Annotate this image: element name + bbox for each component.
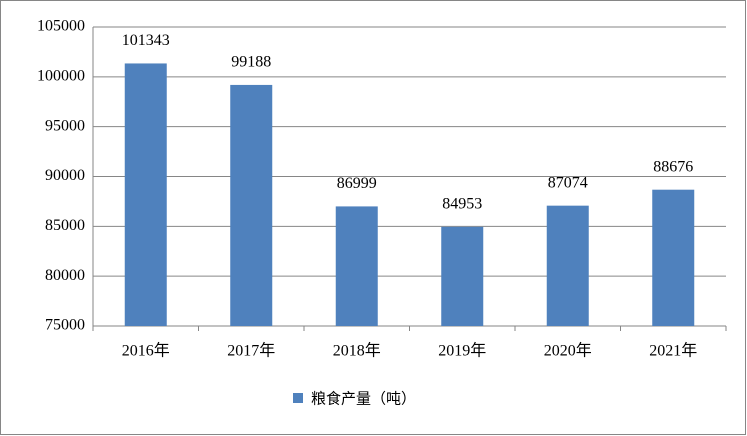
bar: [652, 189, 695, 326]
data-label: 84953: [442, 195, 482, 212]
bar: [441, 226, 484, 326]
y-tick-label: 80000: [45, 267, 85, 284]
data-label: 101343: [122, 32, 170, 49]
bar: [230, 84, 273, 326]
x-tick-label: 2017年: [227, 342, 275, 360]
y-tick-label: 95000: [45, 117, 85, 134]
x-tick-label: 2020年: [544, 342, 592, 360]
data-label: 86999: [337, 175, 377, 192]
x-tick-label: 2018年: [333, 342, 381, 360]
data-label: 88676: [653, 158, 693, 175]
y-tick-label: 85000: [45, 217, 85, 234]
y-tick-label: 90000: [45, 167, 85, 184]
bar: [546, 205, 589, 326]
x-tick-label: 2019年: [438, 342, 486, 360]
bar: [124, 63, 167, 327]
y-tick-label: 75000: [45, 317, 85, 334]
legend-label: 粮食产量（吨）: [311, 390, 416, 408]
legend-swatch: [293, 393, 303, 403]
y-tick-label: 100000: [37, 68, 85, 85]
bar: [335, 206, 378, 326]
data-label: 99188: [231, 54, 271, 71]
data-label: 87074: [548, 174, 588, 191]
x-tick-label: 2016年: [122, 342, 170, 360]
x-tick-label: 2021年: [649, 342, 697, 360]
y-tick-label: 105000: [37, 18, 85, 35]
